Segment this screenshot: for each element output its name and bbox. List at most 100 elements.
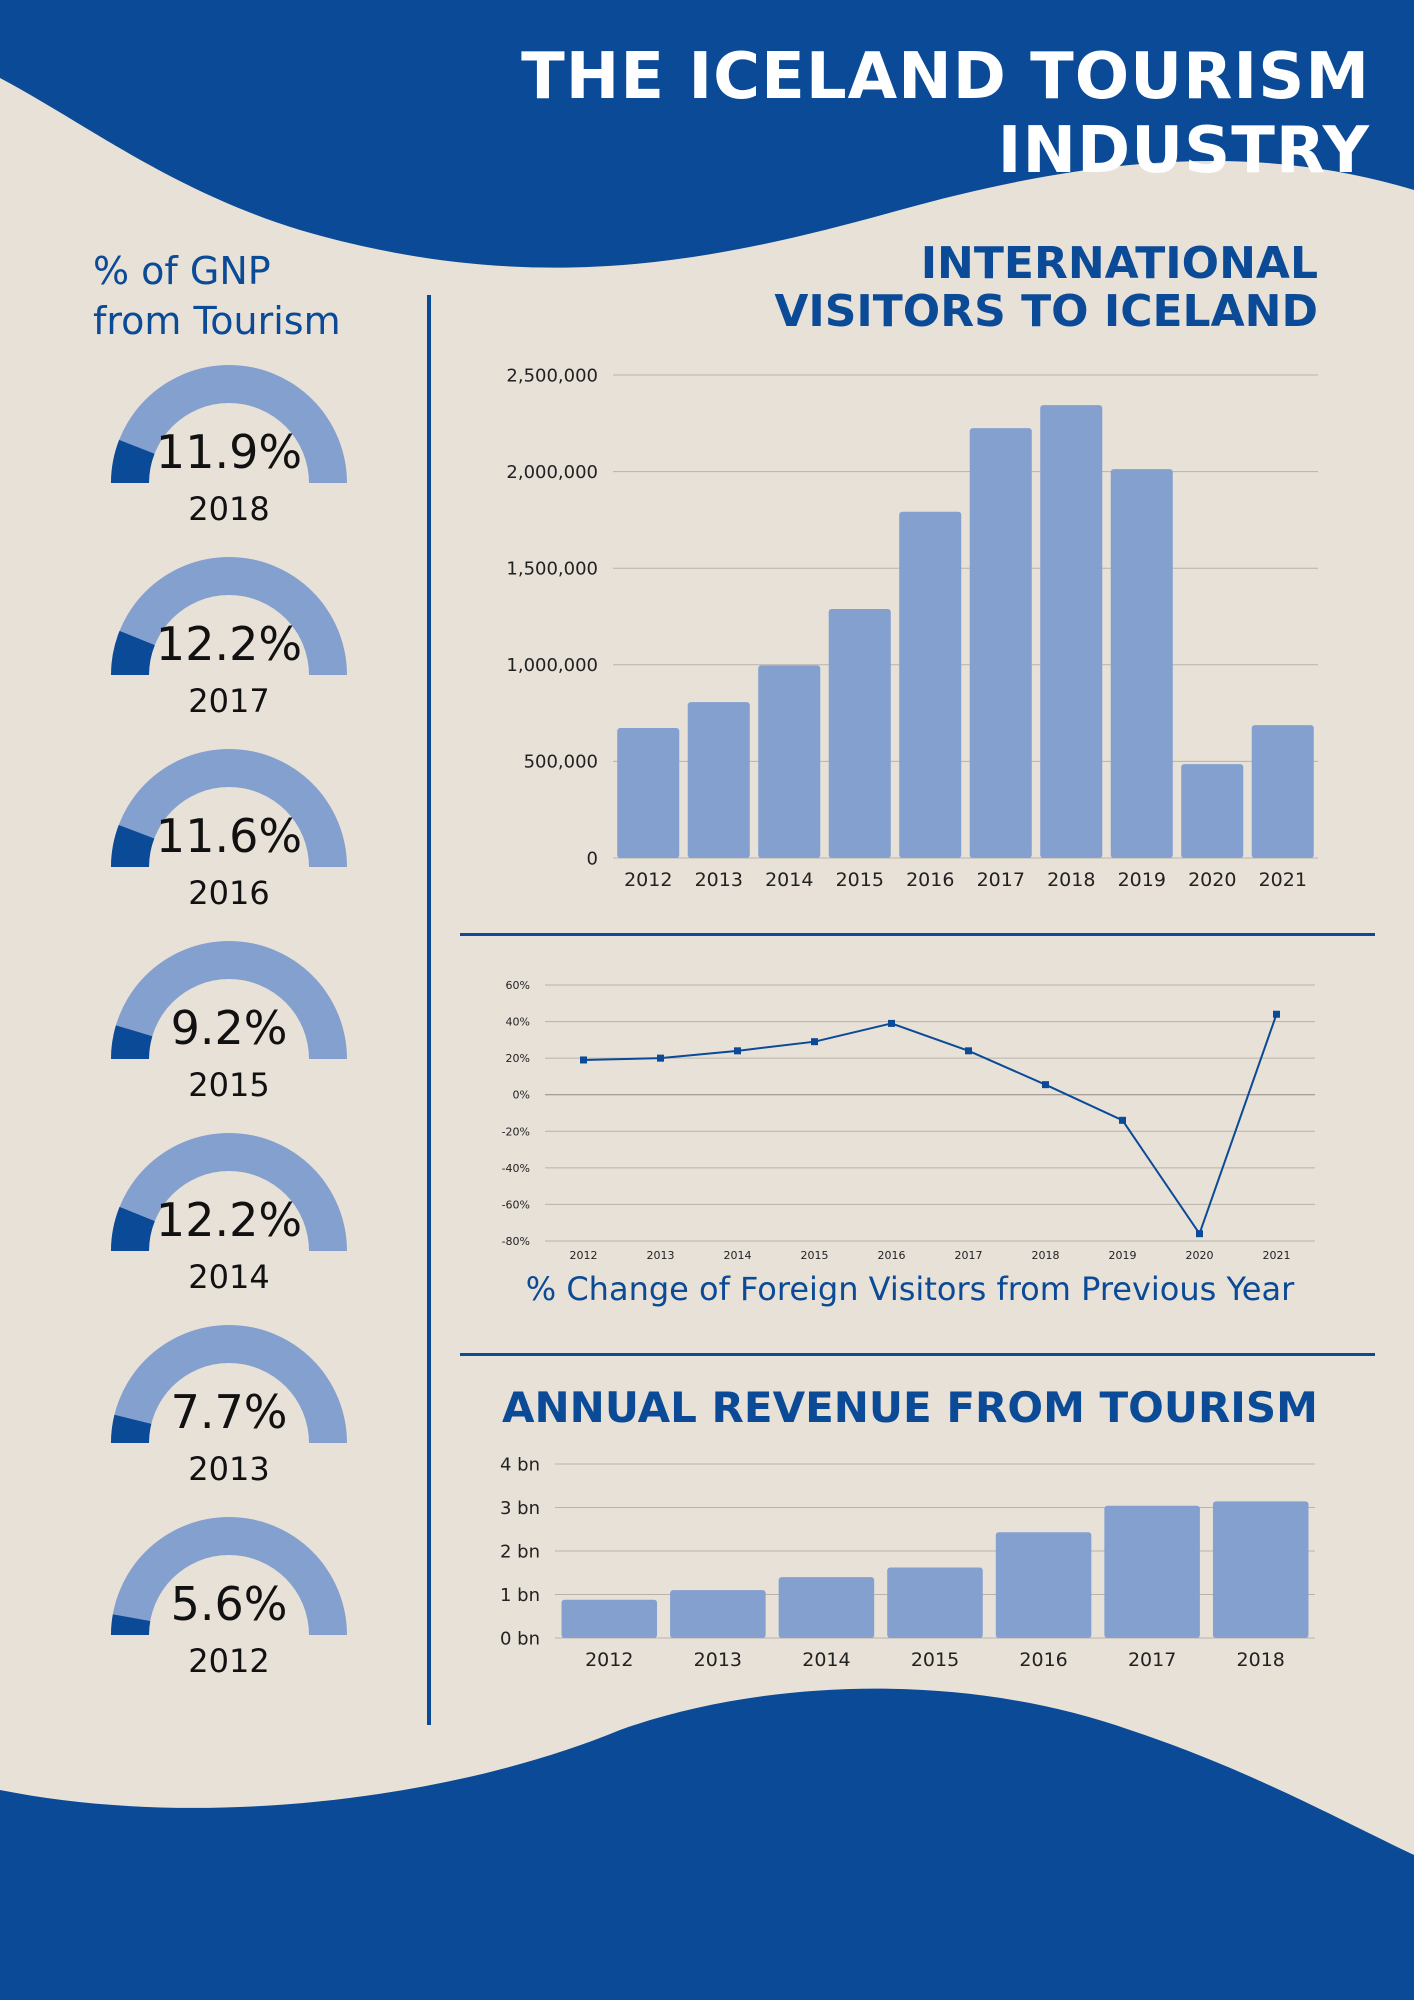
visitors-chart-title: INTERNATIONAL VISITORS TO ICELAND [700, 240, 1318, 336]
bar [758, 665, 821, 858]
x-tick-label: 2018 [1032, 1249, 1060, 1262]
gnp-gauge: 11.9% 2018 [110, 365, 348, 535]
visitors-title-line1: INTERNATIONAL [920, 238, 1318, 289]
gauge-track [111, 749, 347, 867]
x-tick-label: 2021 [1259, 869, 1307, 891]
x-tick-label: 2018 [1047, 869, 1095, 891]
bar [687, 702, 750, 858]
bar [828, 608, 891, 858]
gauge-fill [111, 439, 155, 483]
x-tick-label: 2018 [1237, 1649, 1285, 1671]
data-point [657, 1054, 664, 1062]
divider-change-revenue [460, 1353, 1375, 1356]
data-point [965, 1047, 972, 1055]
gauge-track [111, 365, 347, 483]
visitors-title-line2: VISITORS TO ICELAND [774, 286, 1318, 337]
gauge-value: 12.2% [155, 617, 303, 671]
x-tick-label: 2017 [1128, 1649, 1176, 1671]
bar [1212, 1501, 1309, 1638]
y-tick-label: 2,000,000 [506, 462, 598, 483]
bar [1110, 469, 1173, 858]
x-tick-label: 2015 [801, 1249, 829, 1262]
y-tick-label: -60% [502, 1198, 530, 1211]
x-tick-label: 2020 [1188, 869, 1236, 891]
y-tick-label: 2,500,000 [506, 365, 598, 386]
y-tick-label: -80% [502, 1235, 530, 1248]
gnp-gauge: 5.6% 2012 [110, 1517, 348, 1687]
y-tick-label: 0% [513, 1089, 530, 1102]
x-tick-label: 2015 [911, 1649, 959, 1671]
y-tick-label: 20% [506, 1052, 530, 1065]
bar [561, 1599, 658, 1638]
data-point [1042, 1081, 1049, 1089]
gnp-gauge: 12.2% 2014 [110, 1133, 348, 1303]
y-tick-label: -20% [502, 1125, 530, 1138]
x-tick-label: 2019 [1118, 869, 1166, 891]
x-tick-label: 2017 [977, 869, 1025, 891]
x-tick-label: 2013 [695, 869, 743, 891]
y-tick-label: 4 bn [500, 1454, 540, 1475]
top-wave [0, 0, 1414, 268]
x-tick-label: 2016 [1019, 1649, 1067, 1671]
gauge-year: 2013 [188, 1450, 270, 1488]
bar [995, 1532, 1092, 1638]
x-tick-label: 2020 [1186, 1249, 1214, 1262]
data-point [734, 1047, 741, 1055]
bar [1040, 405, 1103, 858]
gauge-track [111, 1133, 347, 1251]
gauge-fill [111, 824, 155, 867]
gauge-track [111, 1325, 347, 1443]
change-chart-caption: % Change of Foreign Visitors from Previo… [525, 1270, 1295, 1308]
y-tick-label: 2 bn [500, 1541, 540, 1562]
x-tick-label: 2016 [878, 1249, 906, 1262]
revenue-bar-chart: 0 bn 1 bn 2 bn 3 bn 4 bn 2012 2013 2014 2015 2016… [495, 1450, 1335, 1684]
data-point [1119, 1116, 1126, 1124]
x-tick-label: 2015 [836, 869, 884, 891]
gauge-year: 2017 [188, 682, 270, 720]
bar [969, 428, 1032, 858]
x-tick-label: 2012 [624, 869, 672, 891]
gnp-title-line1: % of GNP [93, 249, 271, 293]
gauge-value: 12.2% [155, 1193, 303, 1247]
gauge-value: 7.7% [170, 1385, 288, 1439]
x-tick-label: 2016 [906, 869, 954, 891]
x-tick-label: 2021 [1263, 1249, 1291, 1262]
data-point [1196, 1230, 1203, 1238]
gnp-gauge: 7.7% 2013 [110, 1325, 348, 1495]
gauge-fill [111, 1414, 152, 1443]
gauge-value: 11.9% [155, 425, 303, 479]
gauge-year: 2015 [188, 1066, 270, 1104]
gauge-year: 2012 [188, 1642, 270, 1680]
bar [887, 1567, 983, 1638]
gauge-year: 2018 [188, 490, 270, 528]
y-tick-label: 1 bn [500, 1585, 540, 1606]
y-tick-label: 1,000,000 [506, 655, 598, 676]
gauge-fill [111, 1206, 155, 1251]
y-tick-label: -40% [502, 1162, 530, 1175]
gnp-gauge: 9.2% 2015 [110, 941, 348, 1111]
gauge-value: 9.2% [170, 1001, 288, 1055]
bar [1251, 725, 1314, 858]
revenue-chart-title: ANNUAL REVENUE FROM TOURISM [502, 1383, 1318, 1432]
data-point [888, 1019, 895, 1027]
gauge-track [111, 941, 347, 1059]
y-tick-label: 500,000 [524, 752, 598, 773]
data-point [580, 1056, 587, 1064]
y-tick-label: 40% [506, 1016, 530, 1029]
bottom-wave [0, 1688, 1414, 2000]
gauge-year: 2016 [188, 874, 270, 912]
gnp-title-line2: from Tourism [93, 299, 341, 343]
gauge-fill [111, 1025, 153, 1059]
gauge-fill [111, 630, 155, 675]
gauge-year: 2014 [188, 1258, 270, 1296]
x-tick-label: 2014 [765, 869, 813, 891]
bar [617, 727, 680, 858]
y-tick-label: 3 bn [500, 1498, 540, 1519]
y-tick-label: 60% [506, 979, 530, 992]
x-tick-label: 2017 [955, 1249, 983, 1262]
y-tick-label: 1,500,000 [506, 559, 598, 580]
y-tick-label: 0 [587, 848, 598, 869]
series-line [583, 1013, 1278, 1236]
gnp-gauge: 12.2% 2017 [110, 557, 348, 727]
